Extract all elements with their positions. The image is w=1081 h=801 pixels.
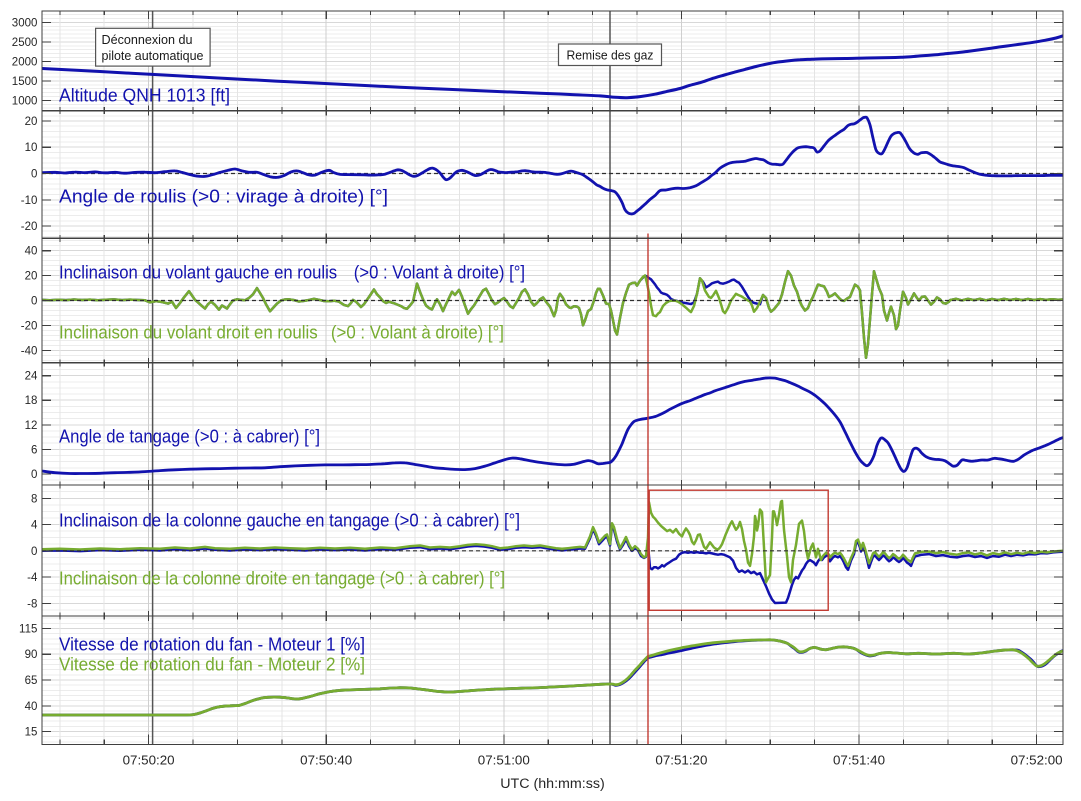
svg-text:6: 6 [31,444,37,456]
svg-text:20: 20 [25,116,38,128]
svg-text:07:52:00: 07:52:00 [1011,753,1063,768]
svg-text:-4: -4 [27,572,38,584]
svg-text:Inclinaison de la colonne droi: Inclinaison de la colonne droite en tang… [59,568,505,588]
svg-text:40: 40 [25,701,38,713]
svg-text:Vitesse de rotation du fan - M: Vitesse de rotation du fan - Moteur 1 [%… [59,634,365,654]
svg-text:0: 0 [31,546,37,558]
svg-text:20: 20 [25,271,38,283]
svg-text:Vitesse de rotation du fan - M: Vitesse de rotation du fan - Moteur 2 [%… [59,654,365,674]
svg-text:115: 115 [19,624,37,636]
svg-text:Angle de roulis (>0 : virage à: Angle de roulis (>0 : virage à droite) [… [59,186,388,206]
svg-text:07:50:40: 07:50:40 [300,753,352,768]
svg-text:1500: 1500 [12,76,38,88]
svg-text:1000: 1000 [12,95,38,107]
svg-text:0: 0 [31,296,37,308]
svg-text:-20: -20 [21,221,38,233]
svg-text:-20: -20 [21,320,38,332]
svg-text:07:51:40: 07:51:40 [833,753,885,768]
svg-text:Inclinaison de la colonne gauc: Inclinaison de la colonne gauche en tang… [59,510,520,530]
svg-text:40: 40 [25,246,38,258]
svg-text:-8: -8 [27,598,37,610]
svg-text:3000: 3000 [12,17,38,29]
svg-text:65: 65 [25,675,38,687]
svg-text:15: 15 [25,727,38,739]
svg-text:Inclinaison du volant gauche e: Inclinaison du volant gauche en roulis (… [59,262,525,282]
svg-text:Déconnexion du: Déconnexion du [102,33,193,47]
svg-text:UTC (hh:mm:ss): UTC (hh:mm:ss) [500,776,605,791]
svg-text:Angle de tangage (>0 : à cabre: Angle de tangage (>0 : à cabrer) [°] [59,426,320,446]
svg-text:2500: 2500 [12,37,38,49]
svg-text:12: 12 [25,420,38,432]
svg-text:07:50:20: 07:50:20 [123,753,175,768]
svg-text:8: 8 [31,493,37,505]
svg-text:Remise des gaz: Remise des gaz [567,49,654,63]
svg-text:-40: -40 [21,345,38,357]
svg-text:07:51:20: 07:51:20 [655,753,707,768]
svg-text:10: 10 [25,142,38,154]
svg-text:pilote automatique: pilote automatique [102,49,204,63]
svg-text:24: 24 [25,371,38,383]
svg-text:0: 0 [31,469,37,481]
svg-text:0: 0 [31,169,37,181]
svg-text:90: 90 [25,649,38,661]
svg-text:4: 4 [31,520,38,532]
svg-text:2000: 2000 [12,56,38,68]
svg-text:-10: -10 [21,195,38,207]
svg-text:Altitude QNH 1013 [ft]: Altitude QNH 1013 [ft] [59,85,230,105]
svg-text:07:51:00: 07:51:00 [478,753,530,768]
svg-text:18: 18 [25,395,38,407]
svg-text:Inclinaison du volant droit en: Inclinaison du volant droit en roulis (>… [59,322,504,342]
